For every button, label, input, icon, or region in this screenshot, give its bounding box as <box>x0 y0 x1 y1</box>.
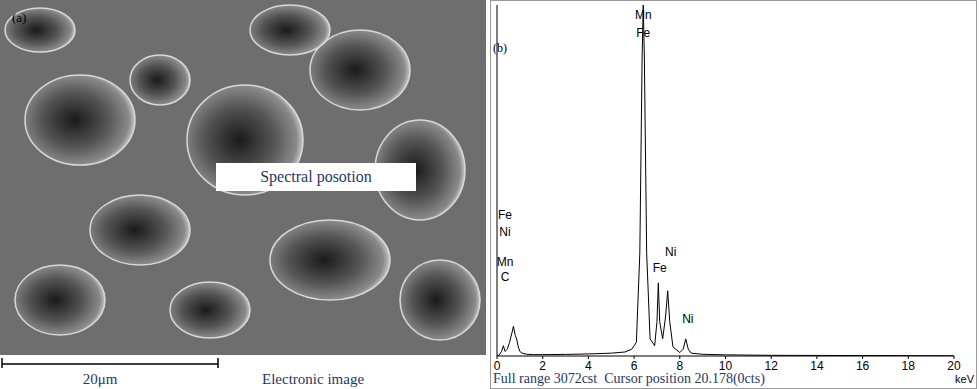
svg-text:Fe: Fe <box>498 208 512 222</box>
svg-text:4: 4 <box>585 359 592 373</box>
html-text:Full range 3072cst Cursor posi: Full range 3072cst Cursor position 20.17… <box>493 371 765 386</box>
svg-text:6: 6 <box>631 359 638 373</box>
svg-text:20: 20 <box>947 359 961 373</box>
svg-text:8: 8 <box>676 359 683 373</box>
svg-text:C: C <box>501 270 510 284</box>
svg-text:Mn: Mn <box>635 8 652 22</box>
svg-text:Electronic image: Electronic image <box>262 371 364 387</box>
svg-text:16: 16 <box>856 359 870 373</box>
svg-text:Ni: Ni <box>682 312 693 326</box>
svg-text:Fe: Fe <box>636 26 650 40</box>
svg-text:20μm: 20μm <box>83 371 118 387</box>
html-text:keV: keV <box>955 373 974 385</box>
svg-text:(a): (a) <box>12 10 26 25</box>
svg-text:18: 18 <box>902 359 916 373</box>
svg-text:Fe: Fe <box>653 261 667 275</box>
svg-text:Ni: Ni <box>665 245 676 259</box>
svg-text:0: 0 <box>494 359 501 373</box>
svg-text:Ni: Ni <box>499 225 510 239</box>
svg-text:12: 12 <box>765 359 779 373</box>
svg-text:Mn: Mn <box>497 255 514 269</box>
svg-text:10: 10 <box>719 359 733 373</box>
svg-text:2: 2 <box>539 359 546 373</box>
svg-text:14: 14 <box>810 359 824 373</box>
html-text:(b): (b) <box>493 41 507 55</box>
svg-text:Spectral posotion: Spectral posotion <box>260 168 372 186</box>
